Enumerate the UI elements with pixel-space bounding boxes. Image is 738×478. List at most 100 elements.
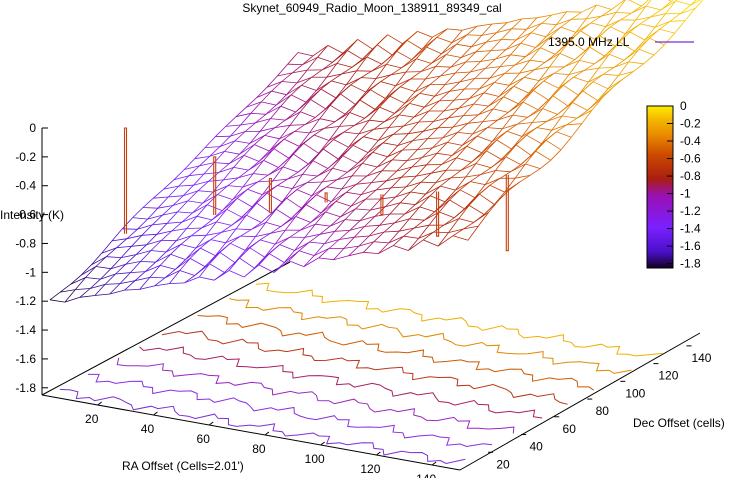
surface-mesh-line [401, 175, 417, 178]
surface-mesh-line [318, 257, 334, 261]
surface-mesh-line [394, 103, 406, 114]
surface-mesh-line [457, 132, 473, 135]
surface-mesh-line [447, 142, 463, 146]
surface-mesh-line [449, 189, 461, 201]
contour-line [161, 330, 568, 405]
surface-mesh-line [532, 120, 548, 123]
surface-mesh-line [474, 68, 486, 79]
surface-mesh-line [388, 125, 404, 128]
surface-mesh-line [290, 207, 302, 219]
surface-mesh-line [414, 84, 431, 92]
surface-mesh-line [473, 214, 485, 223]
surface-mesh-line [283, 250, 295, 263]
surface-mesh-line [575, 18, 587, 33]
surface-mesh-line [531, 108, 543, 123]
surface-mesh-line [570, 123, 583, 138]
surface-mesh-line [638, 48, 655, 56]
surface-spike [324, 192, 328, 203]
surface-mesh-line [313, 134, 330, 141]
surface-mesh-line [591, 97, 603, 111]
surface-mesh-line [379, 106, 395, 114]
surface-mesh-line [400, 86, 416, 92]
surface-mesh-line [282, 166, 299, 173]
surface-mesh-line [604, 45, 616, 57]
surface-mesh-line [167, 221, 183, 224]
surface-mesh-line [210, 232, 222, 240]
surface-mesh-line [217, 194, 233, 200]
surface-mesh-line [295, 216, 311, 223]
surface-mesh-line [480, 167, 492, 175]
surface-mesh-line [190, 227, 202, 237]
surface-mesh-line [379, 222, 395, 226]
surface-mesh-line [410, 71, 422, 80]
surface-mesh-line [292, 69, 308, 74]
surface-mesh-line [363, 136, 379, 141]
surface-mesh-line [258, 253, 270, 266]
surface-mesh-line [359, 209, 371, 221]
surface-spikes [123, 127, 509, 252]
surface-mesh-line [529, 47, 541, 61]
surface-mesh-line [252, 160, 264, 174]
surface-mesh-line [503, 85, 515, 98]
surface-mesh-line [496, 28, 512, 33]
surface-mesh-line [60, 283, 71, 293]
surface-mesh-line [224, 140, 236, 152]
surface-mesh-line [568, 60, 580, 75]
surface-mesh-line [407, 121, 419, 134]
surface-mesh-line [418, 121, 434, 123]
surface-mesh-line [410, 191, 426, 195]
surface-mesh-line [70, 277, 86, 285]
surface-mesh-line [207, 204, 223, 211]
surface-mesh-line [390, 71, 407, 76]
surface-mesh-line [530, 23, 542, 33]
surface-mesh-line [420, 66, 436, 72]
surface-mesh-line [200, 239, 212, 249]
surface-mesh-line [345, 219, 361, 222]
surface-mesh-line [547, 115, 563, 122]
surface-mesh-line [580, 30, 596, 41]
surface-mesh-line [281, 188, 293, 203]
surface-mesh-line [296, 189, 312, 197]
surface-mesh-line [270, 118, 286, 121]
surface-mesh-line [438, 126, 454, 129]
surface-mesh-line [248, 161, 260, 171]
surface-mesh-line [630, 5, 642, 14]
surface-mesh-line [349, 99, 361, 113]
surface-mesh-line [360, 182, 372, 195]
surface-mesh-line [323, 139, 334, 150]
surface-mesh-line [493, 108, 509, 113]
surface-mesh-line [150, 240, 162, 251]
surface-mesh-line [393, 133, 409, 135]
surface-mesh-line [403, 227, 415, 237]
surface-mesh-line [684, 8, 696, 21]
surface-mesh-line [287, 171, 299, 180]
surface-mesh-line [497, 114, 513, 121]
surface-mesh-line [525, 47, 541, 58]
surface-mesh-line [371, 170, 383, 183]
surface-mesh-line [348, 251, 364, 257]
surface-mesh-line [502, 123, 518, 130]
surface-mesh-line [409, 103, 425, 108]
surface-mesh-line [238, 173, 254, 179]
surface-mesh-line [492, 96, 504, 110]
surface-mesh-line [140, 261, 156, 263]
surface-mesh-line [311, 69, 323, 78]
surface-mesh-line [377, 156, 388, 168]
surface-mesh-line [239, 257, 255, 269]
surface-mesh-line [247, 188, 263, 196]
surface-mesh-line [312, 45, 329, 57]
surface-mesh-line [386, 64, 402, 69]
surface-mesh-line [348, 133, 360, 148]
surface-mesh-line [468, 205, 485, 215]
surface-mesh-line [351, 163, 363, 177]
surface-mesh-line [505, 144, 517, 158]
surface-mesh-line [244, 236, 256, 251]
surface-mesh-line [422, 121, 434, 132]
surface-mesh-line [393, 125, 404, 135]
surface-mesh-line [223, 167, 235, 181]
surface-mesh-line [649, 28, 660, 39]
surface-mesh-line [479, 82, 495, 90]
surface-mesh-line [509, 181, 520, 191]
contour-line [197, 315, 595, 391]
surface-mesh-line [509, 76, 525, 86]
